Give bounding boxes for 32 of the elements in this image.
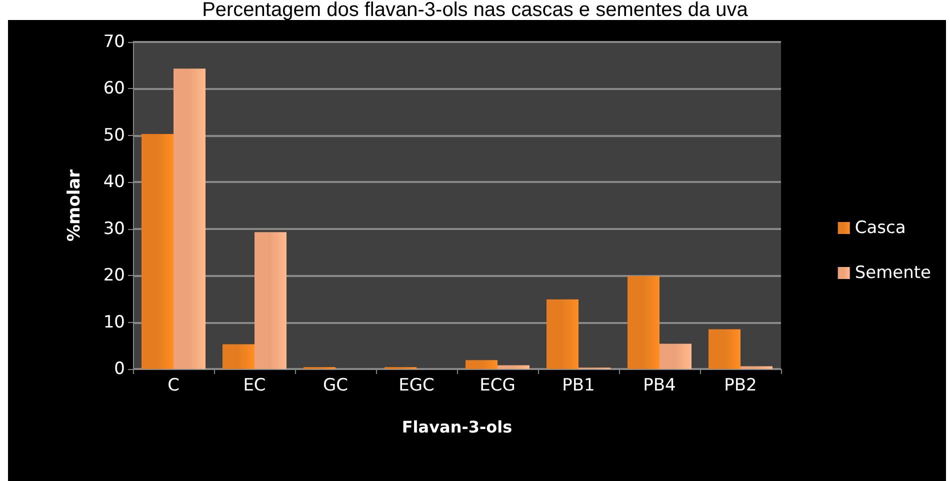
y-tick-label: 60 — [103, 78, 125, 99]
y-tick-label: 50 — [103, 125, 125, 146]
x-tick-label: ECG — [480, 376, 516, 396]
bar — [546, 299, 578, 369]
bar — [740, 366, 772, 369]
x-tick-label: EC — [243, 376, 266, 396]
bar — [660, 344, 692, 369]
x-axis-title: Flavan-3-ols — [402, 418, 512, 436]
bar — [142, 134, 174, 369]
x-tick-label: EGC — [398, 376, 434, 396]
bar — [628, 276, 660, 369]
x-tick-label: PB2 — [724, 376, 757, 396]
legend-label: Semente — [854, 263, 932, 283]
x-tick-label: PB4 — [643, 376, 676, 396]
bar — [254, 232, 286, 369]
bar — [498, 365, 530, 369]
legend-label: Casca — [854, 218, 906, 238]
y-tick-label: 40 — [103, 172, 125, 192]
y-tick-label: 0 — [114, 359, 125, 379]
y-tick-label: 70 — [103, 32, 125, 52]
x-tick-label: C — [168, 376, 180, 396]
y-tick-label: 30 — [103, 218, 125, 239]
x-tick-label: PB1 — [562, 376, 595, 396]
x-tick-label: GC — [322, 376, 348, 396]
y-tick-label: 10 — [103, 312, 125, 332]
chart-title: Percentagem dos flavan-3-ols nas cascas e sementes da uva — [201, 0, 749, 21]
bar — [222, 344, 254, 369]
bar — [466, 360, 498, 369]
bar — [174, 68, 206, 369]
y-tick-label: 20 — [103, 266, 125, 286]
y-axis-title: %molar — [64, 168, 84, 242]
bar — [708, 329, 740, 369]
